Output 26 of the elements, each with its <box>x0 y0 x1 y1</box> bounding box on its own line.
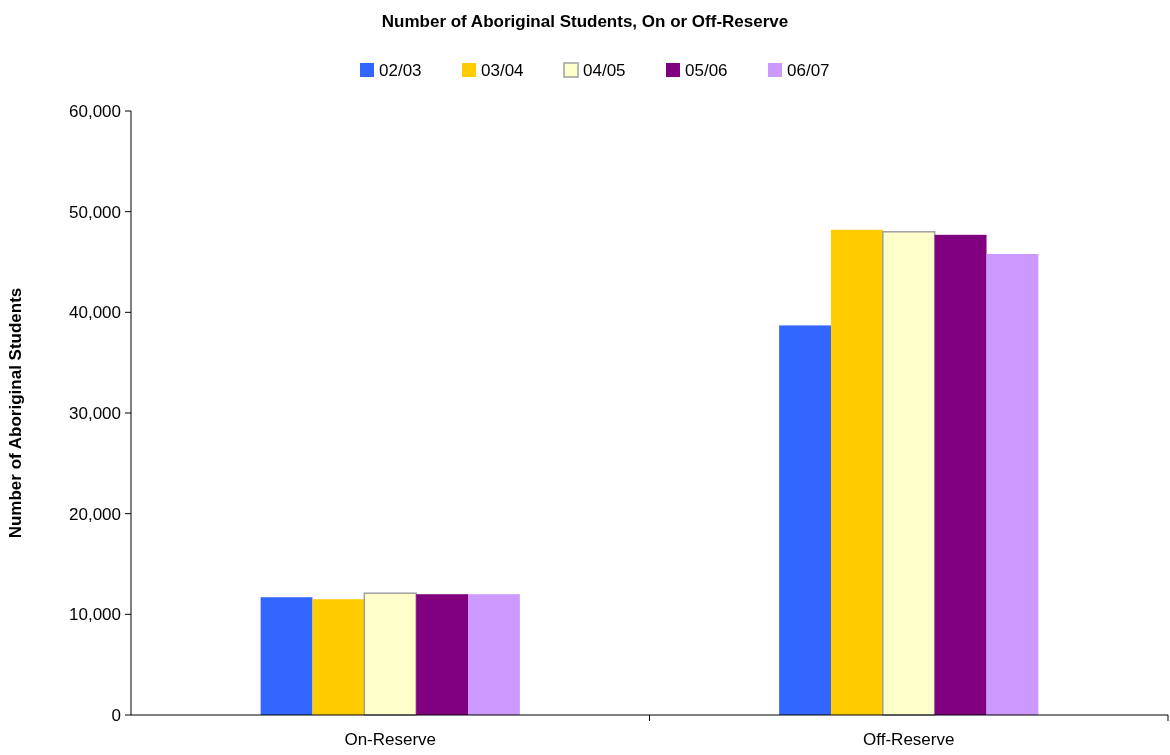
legend-label: 03/04 <box>481 60 524 80</box>
x-tick-label: Off-Reserve <box>863 730 955 749</box>
y-tick-label: 20,000 <box>69 504 121 524</box>
bar <box>779 325 831 715</box>
y-tick-label: 60,000 <box>69 101 121 121</box>
legend-label: 04/05 <box>583 60 626 80</box>
y-tick-label: 10,000 <box>69 605 121 625</box>
y-axis-title: Number of Aboriginal Students <box>6 287 25 539</box>
bar <box>934 234 987 715</box>
legend-label: 02/03 <box>379 60 422 80</box>
bar <box>416 594 469 715</box>
y-tick-label: 40,000 <box>69 303 121 323</box>
bar <box>830 229 883 715</box>
bar <box>363 592 417 716</box>
x-tick-label: On-Reserve <box>344 730 437 749</box>
bar <box>882 231 936 716</box>
legend-label: 06/07 <box>787 60 830 80</box>
bar <box>986 253 1039 715</box>
legend-label: 05/06 <box>685 60 728 80</box>
chart-title: Number of Aboriginal Students, On or Off-Reserve <box>381 12 789 31</box>
bar <box>260 597 313 715</box>
y-tick-label: 30,000 <box>69 403 121 423</box>
bar <box>312 599 365 715</box>
bar <box>468 594 520 715</box>
y-tick-label: 50,000 <box>69 202 121 222</box>
y-tick-label: 0 <box>111 705 121 725</box>
